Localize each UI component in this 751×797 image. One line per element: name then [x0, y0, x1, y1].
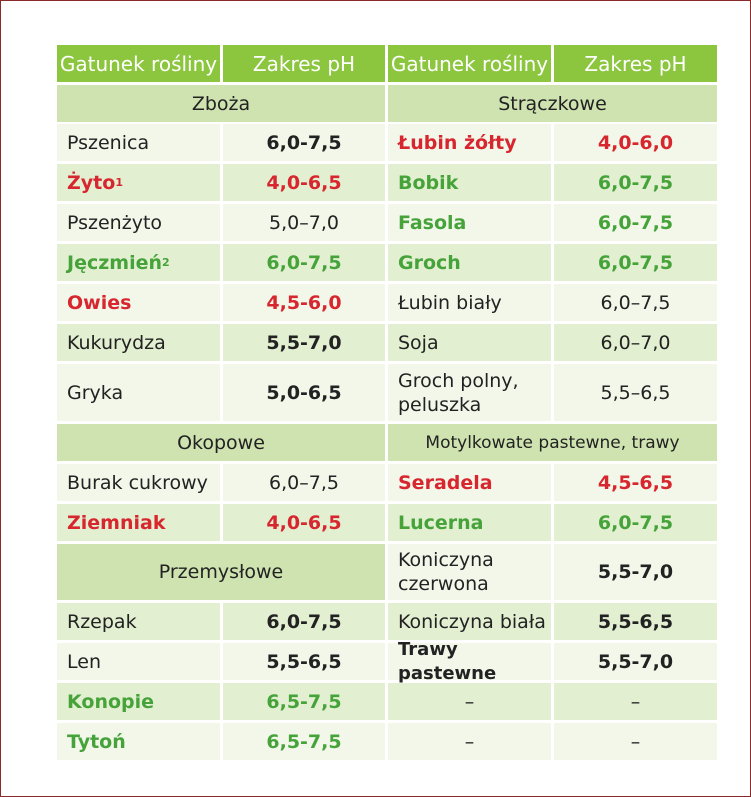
table-cell-ph: 5,0–7,0	[223, 204, 385, 241]
table-cell-ph: 6,0-7,5	[223, 244, 385, 281]
table-cell-ph: 4,0-6,5	[223, 164, 385, 201]
table-cell-ph: 5,5-6,5	[223, 643, 385, 680]
table-cell-ph: 6,0–7,0	[554, 324, 717, 361]
table-cell-species: Len	[57, 643, 220, 680]
table-cell-species: Łubin biały	[388, 284, 551, 321]
table-cell-species: Groch	[388, 244, 551, 281]
table-cell-species: Tytoń	[57, 723, 220, 760]
table-cell-ph: –	[554, 723, 717, 760]
table-cell-species: Soja	[388, 324, 551, 361]
table-cell-species: Seradela	[388, 464, 551, 501]
table-cell-species: Burak cukrowy	[57, 464, 220, 501]
table-cell-species: Pszenica	[57, 124, 220, 161]
table-cell-ph: 4,5-6,0	[223, 284, 385, 321]
table-cell-ph: 6,0–7,5	[554, 284, 717, 321]
section-title-motylkowate: Motylkowate pastewne, trawy	[388, 424, 717, 461]
table-cell-ph: 6,0-7,5	[223, 124, 385, 161]
table-cell-ph: 6,0-7,5	[554, 244, 717, 281]
table-cell-species: Lucerna	[388, 504, 551, 541]
table-cell-species: Ziemniak	[57, 504, 220, 541]
table-cell-ph: 5,5–6,5	[554, 364, 717, 421]
table-cell-ph: 6,0-7,5	[554, 504, 717, 541]
footnote-marker: 1	[115, 175, 123, 189]
header-ph-right: Zakres pH	[554, 45, 717, 82]
table-cell-species: Bobik	[388, 164, 551, 201]
section-title-straczkowe: Strączkowe	[388, 85, 717, 122]
table-cell-species: Pszenżyto	[57, 204, 220, 241]
table-cell-species: Rzepak	[57, 603, 220, 640]
table-cell-species: Fasola	[388, 204, 551, 241]
table-cell-ph: 5,5-6,5	[554, 603, 717, 640]
section-title-zboza: Zboża	[57, 85, 385, 122]
footnote-marker: 2	[162, 255, 170, 269]
header-ph-left: Zakres pH	[223, 45, 385, 82]
table-cell-ph: 6,5-7,5	[223, 683, 385, 720]
header-species-left: Gatunek rośliny	[57, 45, 220, 82]
table-cell-species: Jęczmień 2	[57, 244, 220, 281]
species-name: Jęczmień	[67, 251, 162, 274]
table-cell-ph: 5,5-7,0	[554, 544, 717, 600]
table-cell-species: Owies	[57, 284, 220, 321]
table-cell-species: Groch polny, peluszka	[388, 364, 551, 421]
table-cell-ph: 4,5-6,5	[554, 464, 717, 501]
species-name: Żyto	[67, 171, 116, 194]
table-cell-ph: 5,0-6,5	[223, 364, 385, 421]
table-cell-species: Łubin żółty	[388, 124, 551, 161]
table-cell-ph: 5,5-7,0	[223, 324, 385, 361]
section-title-przemyslowe: Przemysłowe	[57, 544, 385, 600]
table-cell-species: Konopie	[57, 683, 220, 720]
table-cell-species: Koniczyna biała	[388, 603, 551, 640]
table-cell-ph: 4,0-6,0	[554, 124, 717, 161]
table-cell-species: –	[388, 723, 551, 760]
table-cell-species: Koniczyna czerwona	[388, 544, 551, 600]
table-cell-ph: 6,0-7,5	[554, 204, 717, 241]
table-cell-ph: 6,0-7,5	[223, 603, 385, 640]
table-cell-ph: 6,0-7,5	[554, 164, 717, 201]
section-title-okopowe: Okopowe	[57, 424, 385, 461]
table-cell-ph: 5,5-7,0	[554, 643, 717, 680]
table-cell-ph: –	[554, 683, 717, 720]
table-cell-species: Żyto 1	[57, 164, 220, 201]
table-cell-species: –	[388, 683, 551, 720]
table-cell-ph: 6,5-7,5	[223, 723, 385, 760]
table-cell-ph: 6,0–7,5	[223, 464, 385, 501]
table-cell-species: Kukurydza	[57, 324, 220, 361]
header-species-right: Gatunek rośliny	[388, 45, 551, 82]
table-cell-species: Trawy pastewne	[388, 639, 551, 684]
table-cell-ph: 4,0-6,5	[223, 504, 385, 541]
table-cell-species: Gryka	[57, 364, 220, 421]
